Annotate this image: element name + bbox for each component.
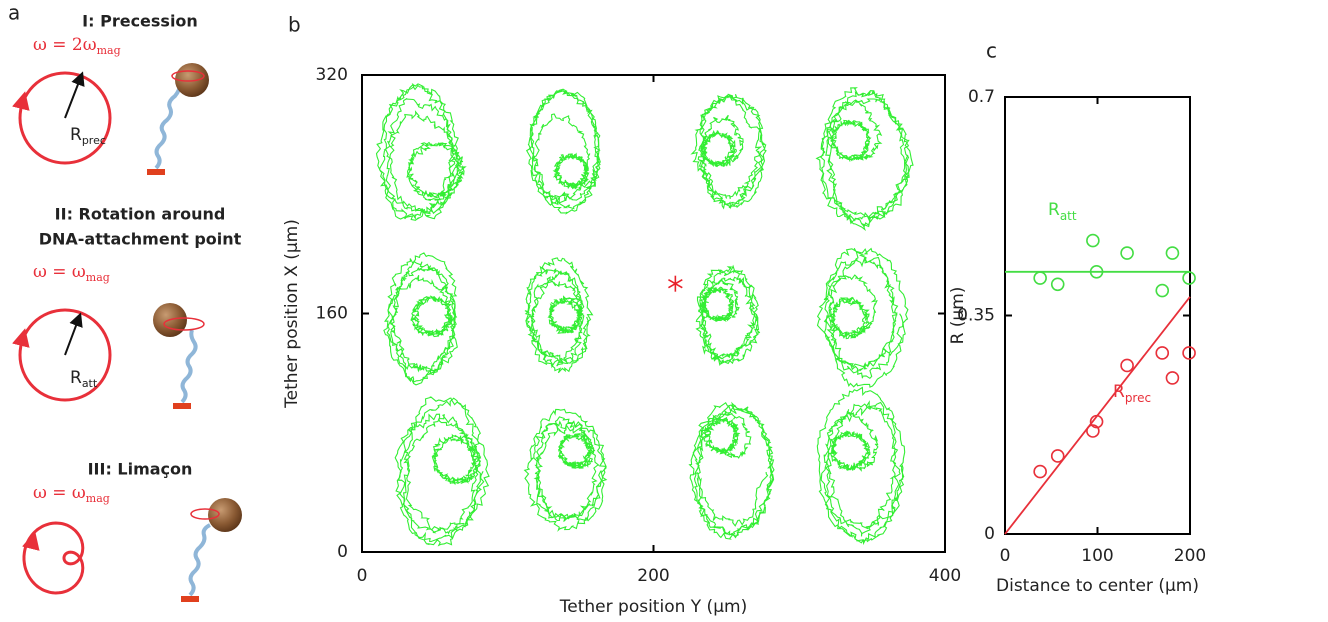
trajectory (383, 252, 458, 386)
trajectory (523, 408, 608, 532)
legend-name: R (1113, 382, 1125, 402)
point (1182, 346, 1196, 360)
marker-stroke (668, 278, 683, 289)
point (1050, 277, 1065, 292)
trajectory (688, 401, 775, 540)
legend-name: R (1048, 200, 1060, 220)
radius-label-sub: prec (82, 134, 106, 147)
section-title: I: Precession (82, 12, 198, 31)
point (1182, 271, 1196, 285)
y-tick-label: 0 (337, 542, 348, 562)
legend-sub: att (1060, 209, 1077, 223)
point (1165, 371, 1180, 385)
omega-label: ω = ωmag (33, 483, 110, 506)
precession-orbit (18, 71, 112, 165)
radius-label-sub: att (82, 377, 98, 390)
dna-tether (188, 523, 211, 597)
orbit-arrow (12, 328, 30, 348)
x-tick-label: 0 (1000, 546, 1011, 566)
trajectory (375, 83, 467, 221)
radius-label: Rprec (70, 125, 106, 147)
omega-label-sub: mag (86, 492, 110, 505)
radius-arrow (64, 312, 83, 356)
radius-label: Ratt (70, 368, 98, 390)
x-tick-label: 400 (929, 566, 961, 586)
bead-rotation (171, 70, 205, 82)
y-tick-label: 0.7 (968, 87, 995, 107)
trajectory (394, 396, 490, 547)
limacon-orbit (22, 521, 85, 595)
orbit-arrow (22, 531, 40, 551)
x-tick-label: 100 (1081, 546, 1113, 566)
section-title: II: Rotation around (55, 205, 226, 224)
x-axis-label: Distance to center (μm) (996, 576, 1199, 596)
radius-label-main: R (70, 368, 82, 388)
section-title: III: Limaçon (88, 460, 193, 479)
panel-label: a (8, 1, 20, 25)
x-axis-label: Tether position Y (μm) (559, 597, 747, 617)
legend-label: Ratt (1048, 200, 1077, 223)
trajectory (525, 88, 602, 215)
point (1033, 271, 1047, 285)
trajectory (695, 264, 761, 366)
point (1120, 246, 1134, 260)
y-tick-label: 160 (316, 304, 348, 324)
center-marker (668, 275, 683, 292)
x-tick-label: 0 (357, 566, 368, 586)
y-axis-label: Tether position X (μm) (282, 219, 302, 409)
orbit-arrow (12, 91, 30, 111)
trajectory (690, 93, 767, 210)
bead-rotation (190, 508, 220, 520)
legend-sub: prec (1125, 391, 1151, 405)
point (1165, 246, 1180, 260)
point (1033, 464, 1047, 479)
y-axis-label: R (μm) (948, 287, 968, 345)
trajectory (815, 87, 914, 232)
plot-frame (1004, 96, 1191, 535)
omega-label-main: ω = ω (33, 483, 86, 503)
point (1120, 358, 1134, 373)
omega-label: ω = ωmag (33, 262, 110, 285)
omega-label: ω = 2ωmag (33, 35, 121, 58)
y-tick-label: 0 (984, 524, 995, 544)
attachment-orbit (18, 308, 112, 402)
x-tick-label: 200 (637, 566, 669, 586)
point (1050, 449, 1065, 463)
anchor (181, 596, 199, 602)
dna-tether (180, 329, 198, 404)
point (1155, 346, 1170, 360)
point (1089, 414, 1104, 429)
point (1089, 264, 1104, 279)
trajectory (816, 247, 909, 388)
trajectory (816, 386, 906, 546)
trajectory (524, 257, 594, 374)
y-tick-label: 320 (316, 65, 348, 85)
bead-rotation (163, 317, 205, 331)
panel-label: b (288, 13, 301, 37)
bead (208, 498, 242, 532)
y-tick-label: 0.35 (957, 306, 995, 326)
panel-label: c (986, 39, 997, 63)
omega-label-main: ω = ω (33, 262, 86, 282)
omega-label-sub: mag (97, 44, 121, 57)
legend-label: Rprec (1113, 382, 1151, 405)
point (1155, 283, 1170, 298)
radius-label-main: R (70, 125, 82, 145)
dna-tether (154, 83, 182, 170)
anchor (147, 169, 165, 175)
radius-arrow (64, 71, 85, 119)
section-title: DNA-attachment point (39, 230, 242, 249)
omega-label-sub: mag (86, 271, 110, 284)
omega-label-main: ω = 2ω (33, 35, 97, 55)
anchor (173, 403, 191, 409)
x-tick-label: 200 (1174, 546, 1206, 566)
point (1086, 233, 1100, 248)
panel-a-drawings (12, 63, 242, 602)
point (1086, 424, 1100, 438)
